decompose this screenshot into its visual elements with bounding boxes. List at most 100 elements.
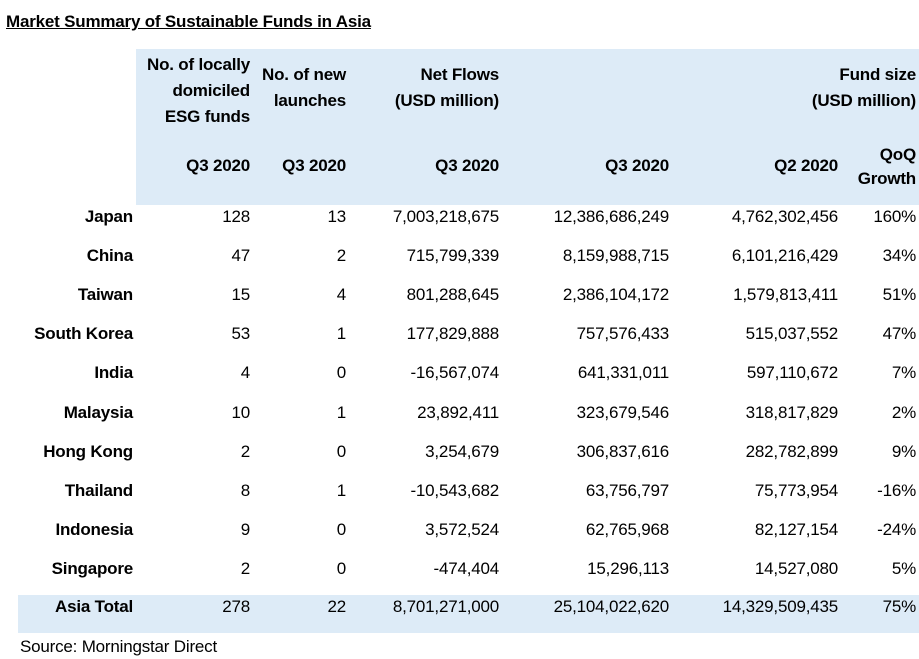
fund-size-q3-cell: 12,386,686,249 (553, 207, 670, 226)
header-line: (USD million) (394, 91, 499, 110)
country-cell: Asia Total (55, 597, 133, 616)
fund-size-q2-cell: 14,329,509,435 (722, 597, 839, 616)
country-cell: Singapore (51, 558, 134, 578)
qoq-growth-cell: 7% (891, 363, 916, 383)
country-cell: Indonesia (55, 519, 133, 539)
launches-cell: 1 (336, 480, 346, 500)
funds-cell: 15 (231, 285, 250, 305)
launches-cell: 1 (336, 402, 346, 422)
net-flows-cell: 715,799,339 (406, 246, 500, 266)
qoq-growth-cell: 47% (882, 324, 917, 344)
country-cell: South Korea (34, 324, 133, 344)
funds-cell: 47 (231, 246, 250, 266)
header-line: domiciled (172, 81, 250, 100)
fund-size-q3-cell: 2,386,104,172 (562, 285, 669, 305)
country-cell: Japan (84, 207, 133, 226)
table-title: Market Summary of Sustainable Funds in A… (6, 12, 371, 31)
fund-size-q2-cell: 82,127,154 (754, 519, 838, 539)
qoq-growth-cell: 51% (882, 285, 917, 305)
header-line: launches (273, 91, 346, 110)
net-flows-cell: 3,572,524 (425, 519, 499, 539)
header-launches-period: Q3 2020 (282, 156, 346, 175)
launches-cell: 2 (336, 246, 346, 266)
launches-cell: 4 (336, 285, 346, 305)
funds-cell: 53 (231, 324, 250, 344)
fund-size-q3-cell: 62,765,968 (585, 519, 669, 539)
qoq-growth-cell: 2% (891, 402, 916, 422)
net-flows-cell: 8,701,271,000 (392, 597, 499, 616)
country-cell: Thailand (64, 480, 133, 500)
header-funds-title: No. of locally domiciled ESG funds (147, 52, 250, 130)
header-background (136, 49, 919, 205)
fund-size-q3-cell: 306,837,616 (576, 441, 670, 461)
launches-cell: 22 (327, 597, 346, 616)
net-flows-cell: 801,288,645 (406, 285, 500, 305)
net-flows-cell: -10,543,682 (410, 480, 499, 500)
header-line: QoQ (879, 145, 916, 164)
qoq-growth-cell: -16% (877, 480, 916, 500)
fund-size-q2-cell: 14,527,080 (754, 558, 838, 578)
header-size-q2-period: Q2 2020 (774, 156, 838, 175)
header-growth-label: QoQ Growth (858, 143, 916, 191)
launches-cell: 0 (336, 558, 346, 578)
launches-cell: 0 (336, 441, 346, 461)
net-flows-cell: -474,404 (433, 558, 499, 578)
fund-size-q2-cell: 4,762,302,456 (731, 207, 838, 226)
country-cell: China (86, 246, 133, 266)
fund-size-q3-cell: 8,159,988,715 (562, 246, 669, 266)
fund-size-q2-cell: 515,037,552 (745, 324, 839, 344)
header-netflows-period: Q3 2020 (435, 156, 499, 175)
fund-size-q2-cell: 597,110,672 (746, 363, 838, 383)
country-cell: Hong Kong (43, 441, 133, 461)
fund-size-q2-cell: 318,817,829 (745, 402, 839, 422)
fund-size-q2-cell: 75,773,954 (754, 480, 838, 500)
header-line: ESG funds (164, 107, 250, 126)
launches-cell: 0 (336, 519, 346, 539)
fund-size-q2-cell: 1,579,813,411 (733, 285, 838, 305)
country-cell: Malaysia (63, 402, 133, 422)
net-flows-cell: 177,829,888 (406, 324, 500, 344)
header-size-q3-period: Q3 2020 (605, 156, 669, 175)
header-launches-title: No. of new launches (262, 62, 346, 114)
net-flows-cell: -16,567,074 (410, 363, 499, 383)
qoq-growth-cell: 5% (891, 558, 916, 578)
fund-size-q3-cell: 757,576,433 (576, 324, 670, 344)
fund-size-q2-cell: 6,101,216,429 (731, 246, 838, 266)
country-cell: Taiwan (77, 285, 133, 305)
net-flows-cell: 3,254,679 (425, 441, 499, 461)
funds-cell: 8 (240, 480, 250, 500)
header-funds-period: Q3 2020 (186, 156, 250, 175)
qoq-growth-cell: 75% (882, 597, 917, 616)
funds-cell: 4 (240, 363, 250, 383)
country-cell: India (94, 363, 133, 383)
header-line: Fund size (839, 65, 916, 84)
launches-cell: 0 (336, 363, 346, 383)
source-note: Source: Morningstar Direct (20, 637, 217, 656)
fund-size-q2-cell: 282,782,899 (745, 441, 839, 461)
header-line: Net Flows (420, 65, 500, 84)
header-line: Growth (857, 169, 916, 188)
net-flows-cell: 23,892,411 (417, 402, 499, 422)
funds-cell: 278 (222, 597, 250, 616)
funds-cell: 10 (231, 402, 250, 422)
qoq-growth-cell: 34% (882, 246, 917, 266)
header-line: No. of new (262, 65, 346, 84)
funds-cell: 9 (240, 519, 250, 539)
qoq-growth-cell: 160% (873, 207, 916, 226)
header-netflows-title: Net Flows (USD million) (395, 62, 499, 114)
fund-size-q3-cell: 25,104,022,620 (553, 597, 670, 616)
total-row-background (18, 595, 919, 633)
net-flows-cell: 7,003,218,675 (392, 207, 499, 226)
fund-size-q3-cell: 323,679,546 (576, 402, 670, 422)
funds-cell: 128 (222, 207, 250, 226)
fund-size-q3-cell: 15,296,113 (587, 558, 669, 578)
qoq-growth-cell: 9% (891, 441, 916, 461)
header-fundsize-title: Fund size (USD million) (812, 62, 916, 114)
funds-cell: 2 (240, 441, 250, 461)
launches-cell: 13 (327, 207, 346, 226)
fund-size-q3-cell: 641,331,011 (577, 363, 669, 383)
header-line: (USD million) (811, 91, 916, 110)
fund-size-q3-cell: 63,756,797 (585, 480, 669, 500)
launches-cell: 1 (336, 324, 346, 344)
qoq-growth-cell: -24% (877, 519, 916, 539)
